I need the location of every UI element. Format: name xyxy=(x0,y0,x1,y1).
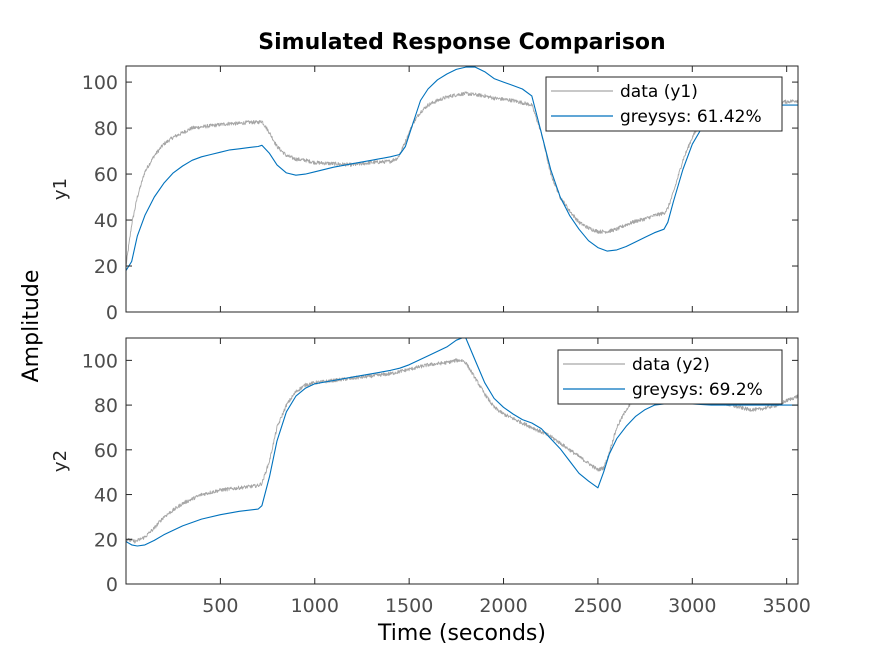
subplot-y1: 0 20 40 60 80 100 y1 data (y1) greysys: 61.42… xyxy=(50,65,799,324)
subplot-y1-legend[interactable]: data (y1) greysys: 61.42% xyxy=(545,76,783,132)
y-tick-label: 20 xyxy=(94,529,118,551)
subplot-y2-legend[interactable]: data (y2) greysys: 69.2% xyxy=(557,349,783,405)
series-line-greysys-61-42 xyxy=(126,66,798,271)
x-tick-label: 1000 xyxy=(291,595,339,617)
legend-label-greysys-y1: greysys: 61.42% xyxy=(620,107,762,127)
y-tick-label: 20 xyxy=(94,256,118,278)
subplot-y1-ylabel: y1 xyxy=(50,178,71,200)
legend-label-data-y1: data (y1) xyxy=(620,82,698,102)
legend-label-greysys-y2: greysys: 69.2% xyxy=(632,380,763,400)
subplot-y1-ticks: 0 20 40 60 80 100 xyxy=(82,66,798,324)
subplot-y2-ticks: 0 20 40 60 80 100 500 1000 1500 2000 2500 3000 3500 xyxy=(82,338,811,617)
y-tick-label: 60 xyxy=(94,164,118,186)
subplot-y2-ylabel: y2 xyxy=(50,450,71,472)
x-tick-label: 3000 xyxy=(668,595,716,617)
subplot-y1-series xyxy=(126,66,798,271)
x-tick-label: 500 xyxy=(202,595,238,617)
y-tick-label: 100 xyxy=(82,350,118,372)
x-tick-label: 3500 xyxy=(762,595,810,617)
y-tick-label: 40 xyxy=(94,210,118,232)
x-tick-label: 1500 xyxy=(385,595,433,617)
legend-label-data-y2: data (y2) xyxy=(632,355,710,375)
shared-y-axis-label: Amplitude xyxy=(19,270,44,383)
series-line-data-y1 xyxy=(126,91,798,266)
x-tick-label: 2000 xyxy=(479,595,527,617)
y-tick-label: 80 xyxy=(94,395,118,417)
y-tick-label: 40 xyxy=(94,485,118,507)
legend-box xyxy=(545,76,783,132)
y-tick-label: 80 xyxy=(94,118,118,140)
y-tick-label: 0 xyxy=(106,574,118,596)
y-tick-label: 60 xyxy=(94,440,118,462)
y-tick-label: 100 xyxy=(82,72,118,94)
x-tick-label: 2500 xyxy=(574,595,622,617)
chart-title: Simulated Response Comparison xyxy=(258,30,665,55)
x-axis-label: Time (seconds) xyxy=(377,621,546,646)
subplot-y2-frame xyxy=(125,337,799,585)
legend-box xyxy=(557,349,783,405)
subplot-y1-frame xyxy=(125,65,799,313)
series-line-greysys-69-2 xyxy=(126,338,798,547)
y-tick-label: 0 xyxy=(106,302,118,324)
